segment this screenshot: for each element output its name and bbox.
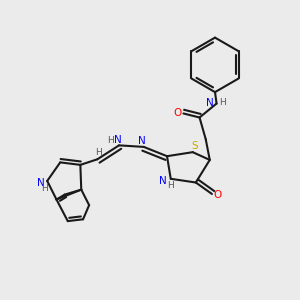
Text: S: S <box>191 141 198 151</box>
Text: H: H <box>95 148 102 157</box>
Text: H: H <box>41 184 47 193</box>
Text: N: N <box>206 98 214 108</box>
Text: N: N <box>37 178 44 188</box>
Text: N: N <box>138 136 146 146</box>
Text: H: H <box>167 181 174 190</box>
Text: H: H <box>219 98 226 107</box>
Text: N: N <box>114 135 122 145</box>
Text: H: H <box>107 136 114 145</box>
Text: O: O <box>213 190 222 200</box>
Text: N: N <box>159 176 167 186</box>
Text: O: O <box>174 108 182 118</box>
